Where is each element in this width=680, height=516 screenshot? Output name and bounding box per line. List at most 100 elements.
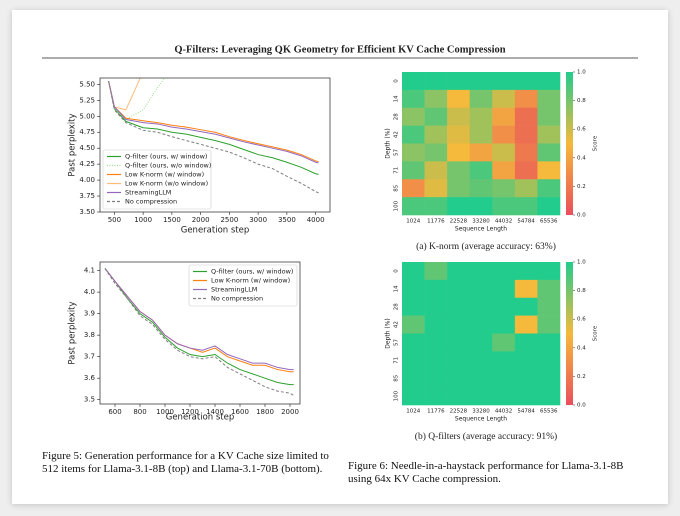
heatmap-cell — [492, 279, 516, 299]
y-tick-label: 4.0 — [84, 288, 95, 296]
heatmap-cell — [424, 197, 448, 216]
legend-label: Q-filter (ours, w/ window) — [211, 268, 293, 276]
heatmap-cell — [424, 89, 448, 109]
heatmap-cell — [492, 297, 516, 316]
colorbar — [566, 72, 573, 215]
heatmap-cell — [447, 369, 471, 388]
heatmap-cell — [537, 262, 561, 281]
heatmap-cell — [492, 72, 516, 91]
heatmap-cell — [447, 161, 471, 180]
heatmap-cell — [514, 107, 538, 126]
heatmap-cell — [537, 351, 561, 370]
x-tick-label: 33280 — [472, 409, 490, 415]
legend-label: No compression — [125, 198, 177, 206]
figure-5-caption: Figure 5: Generation performance for a K… — [42, 450, 329, 475]
heatmap-cell — [424, 125, 448, 144]
x-tick-label: 54784 — [517, 219, 535, 225]
heatmap-cell — [514, 179, 538, 198]
heatmap-cell — [514, 315, 538, 334]
x-tick-label: 2000 — [281, 408, 299, 416]
heatmap-cell — [447, 107, 471, 126]
heatmap-cell — [424, 107, 448, 126]
legend-label: No compression — [211, 295, 263, 303]
series-line — [108, 81, 319, 175]
heatmap-cell — [424, 279, 448, 299]
heatmap-cell — [402, 89, 425, 109]
x-tick-label: 1500 — [163, 216, 181, 224]
heatmap-cell — [469, 89, 493, 109]
y-tick-label: 4.1 — [84, 267, 95, 275]
y-tick-label: 71 — [394, 167, 400, 174]
series-line — [104, 268, 294, 371]
heatmap-cell — [537, 279, 561, 299]
y-tick-label: 71 — [394, 357, 400, 364]
y-tick-label: 85 — [394, 374, 400, 381]
heatmap-cell — [402, 161, 425, 180]
heatmap-cell — [469, 125, 493, 144]
x-axis-label: Generation step — [181, 226, 250, 236]
x-tick-label: 11776 — [427, 409, 445, 415]
plot-frame — [99, 77, 331, 213]
heatmap-cell — [537, 89, 561, 109]
y-tick-label: 3.9 — [84, 310, 95, 318]
y-axis-label: Depth (%) — [385, 318, 392, 349]
heatmap-cell — [514, 125, 538, 144]
heatmap-cell — [402, 125, 425, 144]
legend-label: Low K-norm (w/ window) — [211, 277, 290, 285]
heatmap-cell — [537, 143, 561, 162]
heatmap-cell — [537, 315, 561, 334]
y-tick-label: 3.6 — [84, 374, 96, 382]
heatmap-cell — [537, 125, 561, 144]
heatmap-cell — [402, 279, 425, 299]
heatmap-cell — [402, 107, 425, 126]
heatmap-cell — [537, 107, 561, 126]
y-tick-label: 85 — [394, 184, 400, 191]
heatmap-cell — [402, 333, 425, 352]
heatmap-cell — [424, 369, 448, 388]
heatmap-cell — [514, 387, 538, 406]
heatmap-cell — [469, 179, 493, 198]
legend-label: Low K-norm (w/ window) — [125, 171, 204, 179]
legend-box — [188, 264, 298, 307]
heatmap-cell — [447, 333, 471, 352]
y-tick-label: 14 — [394, 285, 400, 292]
colorbar-tick-label: 0.4 — [577, 155, 586, 161]
legend-box — [102, 149, 212, 210]
heatmap-cell — [447, 351, 471, 370]
heatmap-cell — [424, 72, 448, 91]
heatmap-cell — [402, 143, 425, 162]
heatmap-cell — [469, 72, 493, 91]
y-tick-label: 4.25 — [79, 160, 95, 168]
colorbar-tick-label: 0.0 — [577, 403, 586, 409]
x-tick-label: 1000 — [156, 408, 174, 416]
y-axis-label: Past perplexity — [68, 113, 78, 176]
heatmap-cell — [469, 297, 493, 316]
heatmap-cell — [424, 297, 448, 316]
series-line — [108, 81, 319, 163]
y-tick-label: 4.00 — [79, 176, 95, 184]
heatmap-cell — [537, 387, 561, 406]
y-axis-label: Depth (%) — [385, 128, 392, 159]
y-tick-label: 5.00 — [79, 112, 95, 120]
series-line — [104, 268, 294, 386]
x-tick-label: 500 — [108, 216, 121, 224]
heatmap-cell — [469, 262, 493, 281]
heatmap-cell — [537, 197, 561, 216]
x-tick-label: 65536 — [540, 219, 558, 225]
y-tick-label: 4.50 — [79, 144, 95, 152]
y-tick-label: 0 — [394, 269, 400, 273]
heatmap-cell — [492, 369, 516, 388]
x-axis-label: Sequence Length — [455, 416, 507, 423]
x-tick-label: 1800 — [256, 408, 274, 416]
colorbar-label: Score — [593, 135, 599, 151]
colorbar-tick-label: 0.6 — [577, 127, 586, 133]
x-tick-label: 22528 — [450, 409, 468, 415]
y-tick-label: 4.75 — [79, 128, 95, 136]
y-tick-label: 28 — [394, 113, 400, 120]
plot-frame — [99, 261, 301, 405]
heatmap-cell — [492, 315, 516, 334]
heatmap-cell — [492, 125, 516, 144]
heatmap-cell — [424, 143, 448, 162]
heatmap-cell — [447, 297, 471, 316]
